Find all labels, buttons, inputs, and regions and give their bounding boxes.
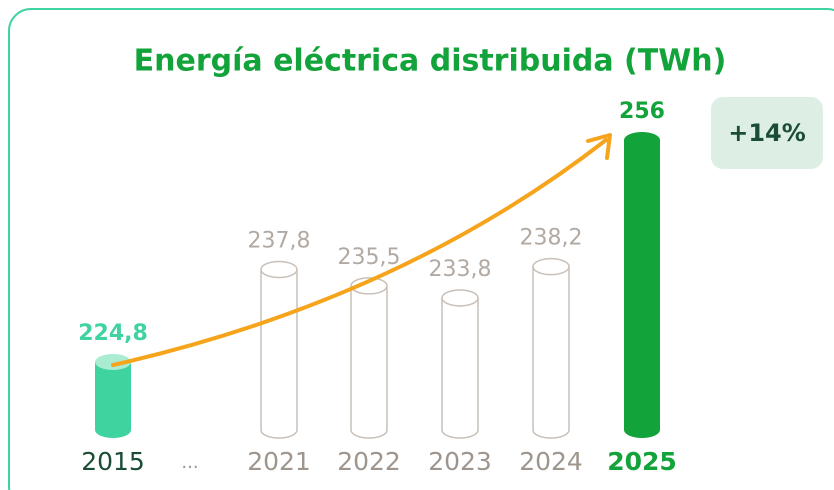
x-tick-label: 2021: [247, 447, 311, 476]
bar-top: [260, 260, 298, 279]
badge-text: +14%: [728, 119, 806, 147]
bar-top: [624, 132, 660, 148]
value-label: 235,5: [338, 245, 401, 270]
trend-arrow: [111, 138, 608, 367]
x-tick-label: 2025: [607, 447, 677, 476]
bar: [350, 285, 388, 439]
arrow-head: [586, 133, 612, 160]
bar-top: [95, 354, 131, 370]
card: [8, 8, 834, 490]
x-tick-label: 2015: [81, 447, 145, 476]
value-label: 237,8: [248, 229, 311, 254]
badge: [711, 97, 823, 169]
x-tick-label: ...: [181, 452, 198, 473]
bar: [624, 140, 660, 438]
bar: [95, 362, 131, 438]
value-label: 224,8: [78, 321, 148, 346]
x-tick-label: 2024: [519, 447, 583, 476]
value-label: 233,8: [429, 257, 492, 282]
x-tick-label: 2023: [428, 447, 492, 476]
bar-top: [350, 277, 388, 295]
value-label: 238,2: [520, 226, 583, 251]
x-tick-label: 2022: [337, 447, 401, 476]
bar: [441, 297, 479, 439]
chart-title: Energía eléctrica distribuida (TWh): [134, 44, 727, 79]
bar: [260, 269, 298, 439]
bar-top: [441, 289, 479, 307]
bar-top: [532, 257, 570, 276]
value-label: 256: [619, 99, 665, 124]
bar: [532, 266, 570, 439]
